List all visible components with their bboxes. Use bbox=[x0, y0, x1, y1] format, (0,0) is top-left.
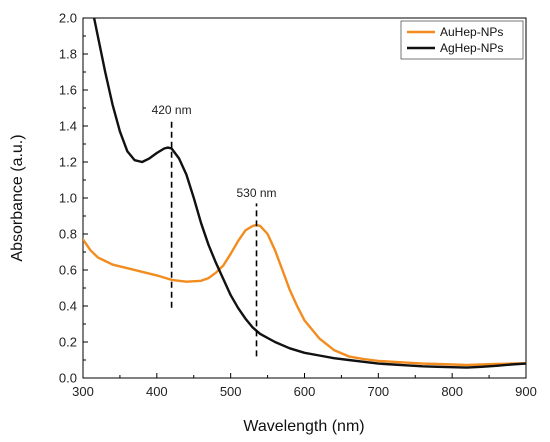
x-tick-label: 700 bbox=[367, 384, 389, 399]
y-tick-label: 1.8 bbox=[59, 47, 77, 62]
annotation-label: 420 nm bbox=[152, 103, 192, 117]
y-axis-ticks: 0.0 0.2 0.4 0.6 0.8 1.0 1.2 1.4 1.6 1.8 2.0 bbox=[59, 11, 88, 386]
x-tick-label: 800 bbox=[441, 384, 463, 399]
legend-label-auhep: AuHep-NPs bbox=[440, 25, 503, 39]
plot-frame bbox=[82, 17, 527, 379]
y-tick-label: 0.4 bbox=[59, 299, 77, 314]
y-tick-label: 0.2 bbox=[59, 335, 77, 350]
y-tick-label: 0.8 bbox=[59, 227, 77, 242]
x-tick-label: 300 bbox=[72, 384, 94, 399]
series-layer bbox=[83, 18, 526, 369]
y-tick-label: 1.2 bbox=[59, 155, 77, 170]
y-tick-label: 1.6 bbox=[59, 83, 77, 98]
plot-area bbox=[82, 17, 527, 379]
legend-box bbox=[400, 20, 524, 60]
x-axis-ticks: 300 400 500 600 700 800 900 bbox=[72, 373, 537, 399]
x-tick-label: 400 bbox=[146, 384, 168, 399]
y-tick-label: 1.0 bbox=[59, 191, 77, 206]
annotation-layer: 420 nm 530 nm bbox=[152, 103, 277, 357]
y-axis-title: Absorbance (a.u.) bbox=[9, 134, 26, 261]
x-tick-label: 500 bbox=[220, 384, 242, 399]
y-tick-label: 2.0 bbox=[59, 11, 77, 26]
x-axis-title: Wavelength (nm) bbox=[243, 418, 364, 435]
legend: AuHep-NPs AgHep-NPs bbox=[400, 20, 524, 60]
series-line-auhep-nps bbox=[83, 223, 526, 367]
x-tick-label: 900 bbox=[515, 384, 537, 399]
y-tick-label: 0.6 bbox=[59, 263, 77, 278]
annotation-label: 530 nm bbox=[236, 186, 276, 200]
legend-label-aghep: AgHep-NPs bbox=[440, 41, 503, 55]
x-tick-label: 600 bbox=[294, 384, 316, 399]
series-line-aghep-nps bbox=[92, 18, 526, 369]
y-tick-label: 0.0 bbox=[59, 371, 77, 386]
y-tick-label: 1.4 bbox=[59, 119, 77, 134]
